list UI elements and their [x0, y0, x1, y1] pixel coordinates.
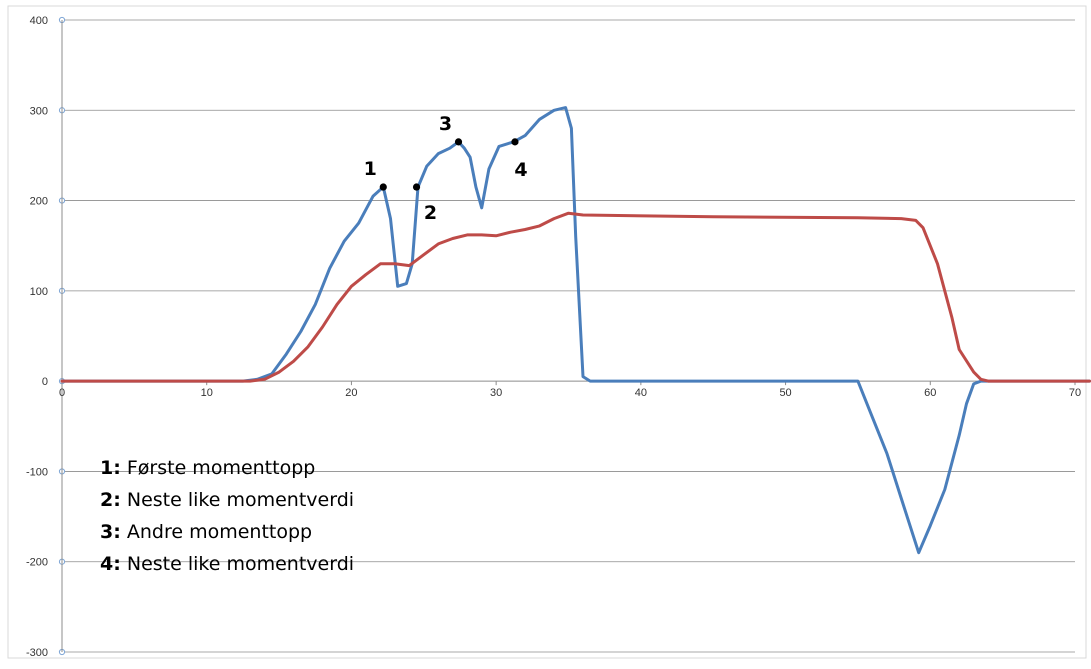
grid-lines	[62, 19, 1075, 653]
annotation-legend: 1: Første momenttopp 2: Neste like momen…	[100, 452, 520, 580]
y-tick-label: 0	[42, 376, 48, 388]
x-tick-label: 70	[1069, 387, 1081, 399]
x-tick-label: 0	[59, 387, 65, 399]
series-line-1	[60, 106, 1091, 555]
y-tick-label: -200	[26, 557, 48, 569]
annotation-label: 1	[364, 158, 377, 180]
annotation-point	[379, 183, 387, 191]
axes: -300 -200 -100 0 100 200 300 400 0 10 20 30 40 50 60 70	[26, 15, 1081, 659]
annotation-label: 4	[514, 159, 527, 181]
legend-entry: 4: Neste like momentverdi	[100, 553, 355, 575]
x-tick-label: 40	[635, 387, 647, 399]
series-line-2	[60, 211, 1091, 383]
legend-entry: 2: Neste like momentverdi	[100, 489, 355, 511]
series-group	[60, 106, 1091, 555]
y-tick-label: -100	[26, 466, 48, 478]
x-tick-label: 20	[345, 387, 357, 399]
y-tick-label: 400	[30, 15, 48, 27]
y-tick-label: 100	[30, 286, 48, 298]
annotation-label: 3	[439, 113, 452, 135]
legend-entry: 3: Andre momenttopp	[100, 521, 313, 543]
annotation-label: 2	[424, 202, 437, 224]
x-tick-label: 50	[779, 387, 791, 399]
x-tick-label: 60	[924, 387, 936, 399]
y-tick-label: -300	[26, 647, 48, 659]
annotations: 1 2 3 4	[364, 113, 528, 224]
x-tick-label: 30	[490, 387, 502, 399]
annotation-point	[454, 138, 463, 146]
annotation-point	[511, 138, 519, 146]
annotation-point	[412, 183, 421, 191]
legend-entry: 1: Første momenttopp	[100, 457, 316, 479]
y-tick-label: 200	[30, 196, 48, 208]
y-tick-label: 300	[30, 105, 48, 117]
x-tick-label: 10	[201, 387, 213, 399]
